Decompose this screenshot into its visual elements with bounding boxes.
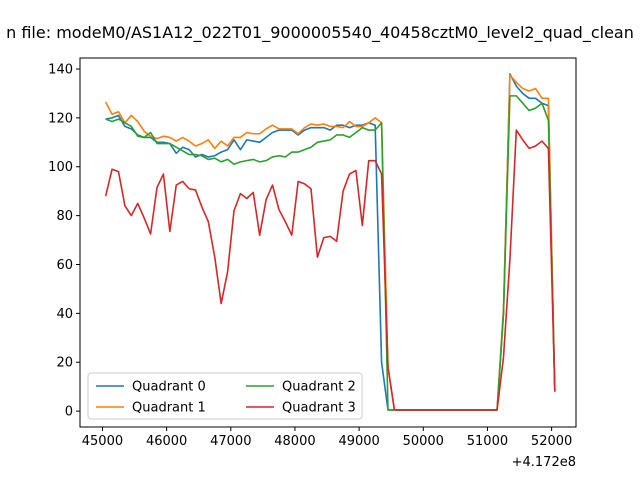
y-tick-label: 140 [48,62,73,77]
x-tick-label: 52000 [531,434,572,449]
x-tick-label: 49000 [338,434,379,449]
legend-label-quadrant-0: Quadrant 0 [132,380,206,395]
legend-label-quadrant-3: Quadrant 3 [282,401,356,416]
y-tick-label: 20 [56,356,73,371]
series-line-quadrant-3 [104,129,556,411]
legend-label-quadrant-2: Quadrant 2 [282,380,356,395]
x-tick-label: 46000 [146,434,187,449]
y-tick-label: 80 [56,209,73,224]
axes-frame [79,57,577,428]
x-tick-label: 50000 [403,434,444,449]
x-axis: 45000 46000 47000 48000 49000 50000 51000 52000 [82,427,572,449]
legend-box [87,372,363,420]
y-tick-label: 120 [48,111,73,126]
y-tick-label: 0 [65,405,73,420]
legend: Quadrant 0 Quadrant 1 Quadrant 2 Quadrant 3 [87,372,363,420]
chart-title: n file: modeM0/AS1A12_022T01_9000005540_… [6,23,634,43]
series-layer [104,73,556,411]
x-axis-offset-label: +4.172e8 [512,455,576,470]
y-tick-label: 60 [56,258,73,273]
y-axis: 0 20 40 60 80 100 120 140 [48,62,80,420]
x-tick-label: 47000 [210,434,251,449]
x-tick-label: 48000 [274,434,315,449]
y-tick-label: 40 [56,307,73,322]
legend-label-quadrant-1: Quadrant 1 [132,401,206,416]
y-tick-label: 100 [48,160,73,175]
x-tick-label: 51000 [467,434,508,449]
x-tick-label: 45000 [82,434,123,449]
